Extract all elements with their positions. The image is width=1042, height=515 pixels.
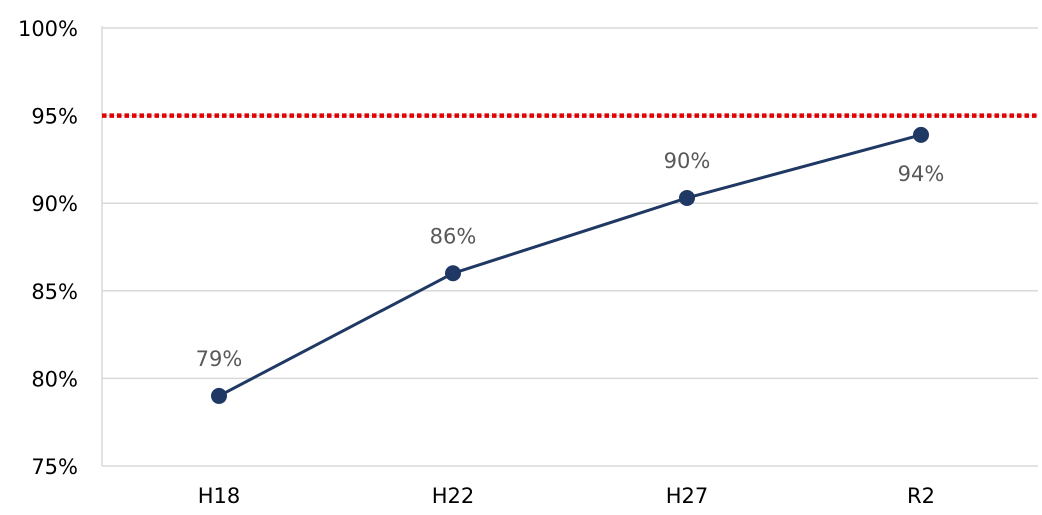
y-axis-tick-labels: 75% 80% 85% 90% 95% 100% [18, 17, 78, 479]
y-tick-label: 85% [31, 280, 78, 304]
y-tick-label: 100% [18, 17, 78, 41]
x-tick-label: R2 [907, 484, 935, 508]
y-tick-label: 75% [31, 455, 78, 479]
x-tick-label: H27 [666, 484, 709, 508]
data-label: 79% [196, 347, 243, 371]
axes [101, 26, 1038, 467]
data-labels: 79% 86% 90% 94% [196, 149, 945, 371]
series-layer [211, 126, 929, 404]
series-line [218, 133, 922, 398]
gridlines [102, 27, 1038, 380]
data-label: 90% [664, 149, 711, 173]
data-label: 86% [430, 224, 477, 248]
y-tick-label: 95% [31, 105, 78, 129]
data-point [211, 387, 227, 404]
x-tick-label: H18 [198, 484, 241, 508]
data-point [445, 265, 461, 282]
data-point [679, 189, 695, 206]
x-axis-tick-labels: H18 H22 H27 R2 [198, 484, 935, 508]
data-point [913, 126, 929, 143]
y-tick-label: 80% [31, 367, 78, 391]
data-label: 94% [898, 162, 945, 186]
x-tick-label: H22 [432, 484, 475, 508]
y-tick-label: 90% [31, 192, 78, 216]
